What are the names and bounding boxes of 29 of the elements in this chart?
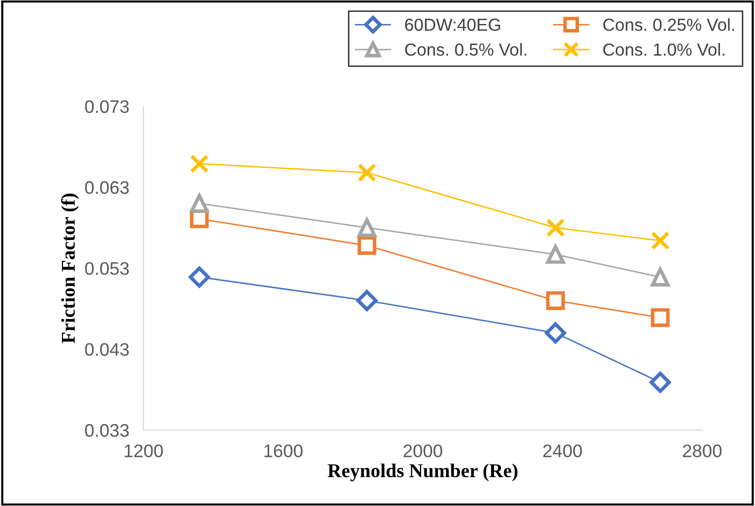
point	[190, 154, 209, 174]
point	[188, 266, 210, 288]
y-tick-label: 0.033	[85, 424, 129, 437]
legend-label: Cons. 1.0% Vol.	[603, 43, 724, 56]
y-tick-label: 0.063	[85, 181, 129, 194]
point	[650, 231, 670, 250]
point	[650, 372, 671, 393]
x-tick-label: 2400	[543, 444, 582, 458]
legend-label: 60DW:40EG	[405, 18, 500, 31]
point	[544, 322, 566, 344]
x-tick-label: 2000	[404, 444, 442, 458]
x-tick-label: 1200	[124, 444, 163, 458]
point	[358, 163, 376, 182]
x-tick-label: 1600	[264, 444, 303, 458]
point	[358, 218, 376, 238]
legend-label: Cons. 0.5% Vol.	[405, 43, 526, 56]
legend-label: Cons. 0.25% Vol.	[603, 18, 734, 31]
x-tick-label: 2800	[682, 444, 722, 458]
x-axis-title: Reynolds Number (Re)	[328, 464, 518, 482]
point	[546, 218, 565, 238]
y-axis-title: Friction Factor (f)	[60, 194, 79, 344]
point	[650, 268, 670, 286]
point	[546, 291, 565, 310]
point	[356, 290, 378, 312]
point	[358, 236, 376, 255]
y-tick-label: 0.053	[85, 262, 129, 275]
y-tick-label: 0.043	[85, 343, 129, 356]
y-tick-label: 0.073	[85, 100, 129, 113]
point	[650, 308, 670, 327]
